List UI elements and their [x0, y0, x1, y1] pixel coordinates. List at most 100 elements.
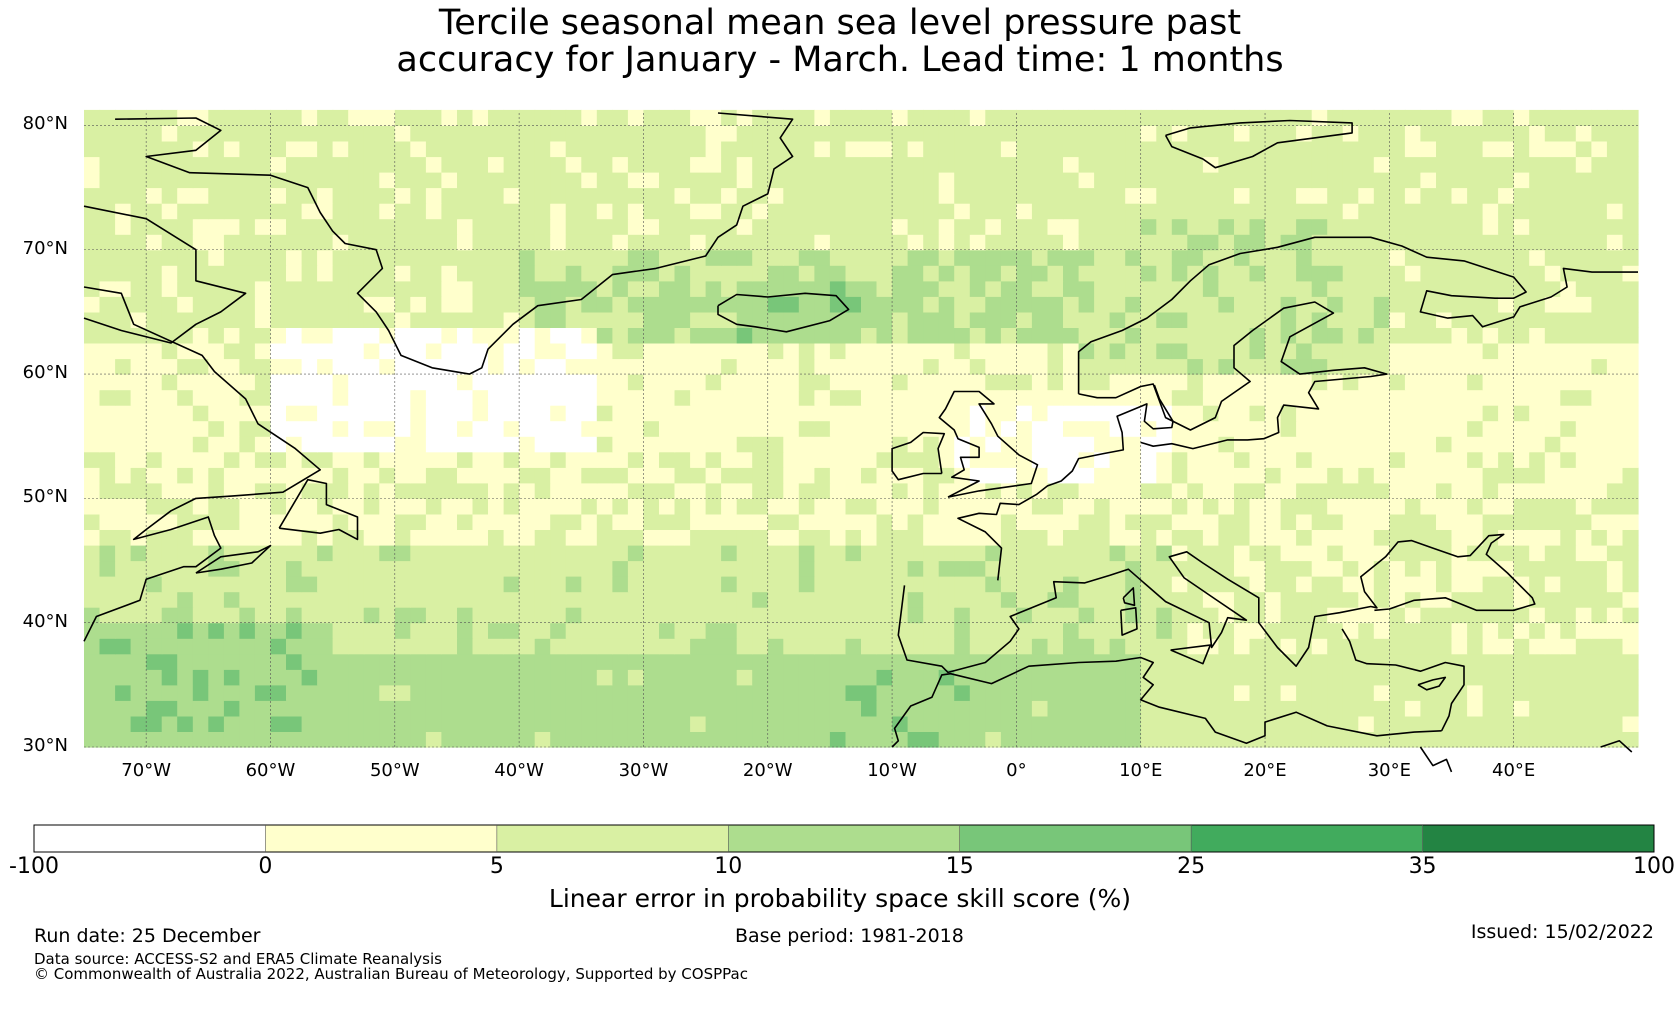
field-cell [1560, 156, 1577, 173]
field-cell [876, 467, 893, 484]
field-cell [985, 296, 1002, 313]
field-cell [457, 638, 474, 655]
corsica-coast [1122, 587, 1136, 607]
field-cell [923, 343, 940, 360]
field-cell [503, 638, 520, 655]
field-cell [674, 451, 691, 468]
field-cell [410, 684, 427, 701]
field-cell [721, 684, 738, 701]
field-cell [1171, 607, 1188, 624]
field-cell [736, 327, 753, 344]
field-cell [254, 358, 271, 375]
field-cell [146, 420, 163, 437]
field-cell [1234, 513, 1251, 530]
field-cell [1342, 560, 1359, 577]
field-cell [814, 622, 831, 639]
field-cell [1094, 482, 1111, 499]
field-cell [627, 498, 644, 515]
field-cell [1404, 280, 1421, 297]
field-cell [721, 172, 738, 189]
field-cell [1373, 684, 1390, 701]
field-cell [115, 405, 132, 422]
field-cell [1078, 265, 1095, 282]
field-cell [317, 343, 334, 360]
field-cell [286, 715, 303, 732]
field-cell [1451, 280, 1468, 297]
field-cell [115, 234, 132, 251]
field-cell [1544, 327, 1561, 344]
field-cell [1591, 653, 1608, 670]
field-cell [286, 311, 303, 328]
field-cell [923, 358, 940, 375]
colorbar-tick-label: 10 [714, 854, 743, 879]
field-cell [1016, 622, 1033, 639]
run-date: Run date: 25 December [34, 925, 261, 947]
field-cell [1373, 482, 1390, 499]
field-cell [550, 420, 567, 437]
field-cell [348, 125, 365, 142]
field-cell [736, 715, 753, 732]
field-cell [161, 172, 178, 189]
field-cell [1000, 389, 1017, 406]
field-cell [1467, 653, 1484, 670]
field-cell [1606, 125, 1623, 142]
field-cell [192, 203, 209, 220]
field-cell [721, 358, 738, 375]
field-cell [612, 684, 629, 701]
field-cell [938, 529, 955, 546]
field-cell [690, 234, 707, 251]
field-cell [425, 715, 442, 732]
field-cell [1498, 467, 1515, 484]
field-cell [130, 280, 147, 297]
field-cell [674, 265, 691, 282]
field-cell [1575, 700, 1592, 717]
field-cell [783, 420, 800, 437]
field-cell [254, 513, 271, 530]
colorbar-outline [33, 824, 1655, 853]
field-cell [1622, 187, 1639, 204]
field-cell [627, 187, 644, 204]
field-cell [969, 700, 986, 717]
field-cell [550, 591, 567, 608]
field-cell [627, 700, 644, 717]
field-cell [394, 700, 411, 717]
field-cell [954, 653, 971, 670]
field-cell [659, 405, 676, 422]
field-cell [146, 467, 163, 484]
field-cell [379, 203, 396, 220]
field-cell [721, 731, 738, 748]
field-cell [192, 172, 209, 189]
field-cell [1031, 311, 1048, 328]
field-cell [1606, 591, 1623, 608]
field-cell [1342, 420, 1359, 437]
field-cell [410, 374, 427, 391]
field-cell [767, 653, 784, 670]
field-cell [1575, 296, 1592, 313]
field-cell [736, 684, 753, 701]
field-cell [1063, 203, 1080, 220]
field-cell [1187, 389, 1204, 406]
field-cell [565, 172, 582, 189]
field-cell [161, 203, 178, 220]
field-cell [907, 203, 924, 220]
field-cell [1358, 343, 1375, 360]
field-cell [99, 731, 116, 748]
field-cell [596, 498, 613, 515]
field-cell [115, 638, 132, 655]
field-cell [130, 172, 147, 189]
field-cell [1202, 653, 1219, 670]
field-cell [1265, 467, 1282, 484]
field-cell [1373, 622, 1390, 639]
field-cell [363, 451, 380, 468]
field-cell [985, 607, 1002, 624]
field-cell [472, 700, 489, 717]
field-cell [1140, 187, 1157, 204]
field-cell [643, 187, 660, 204]
field-cell [674, 234, 691, 251]
field-cell [177, 529, 194, 546]
field-cell [985, 156, 1002, 173]
field-cell [239, 296, 256, 313]
field-cell [410, 389, 427, 406]
field-cell [1202, 545, 1219, 562]
field-cell [1451, 607, 1468, 624]
